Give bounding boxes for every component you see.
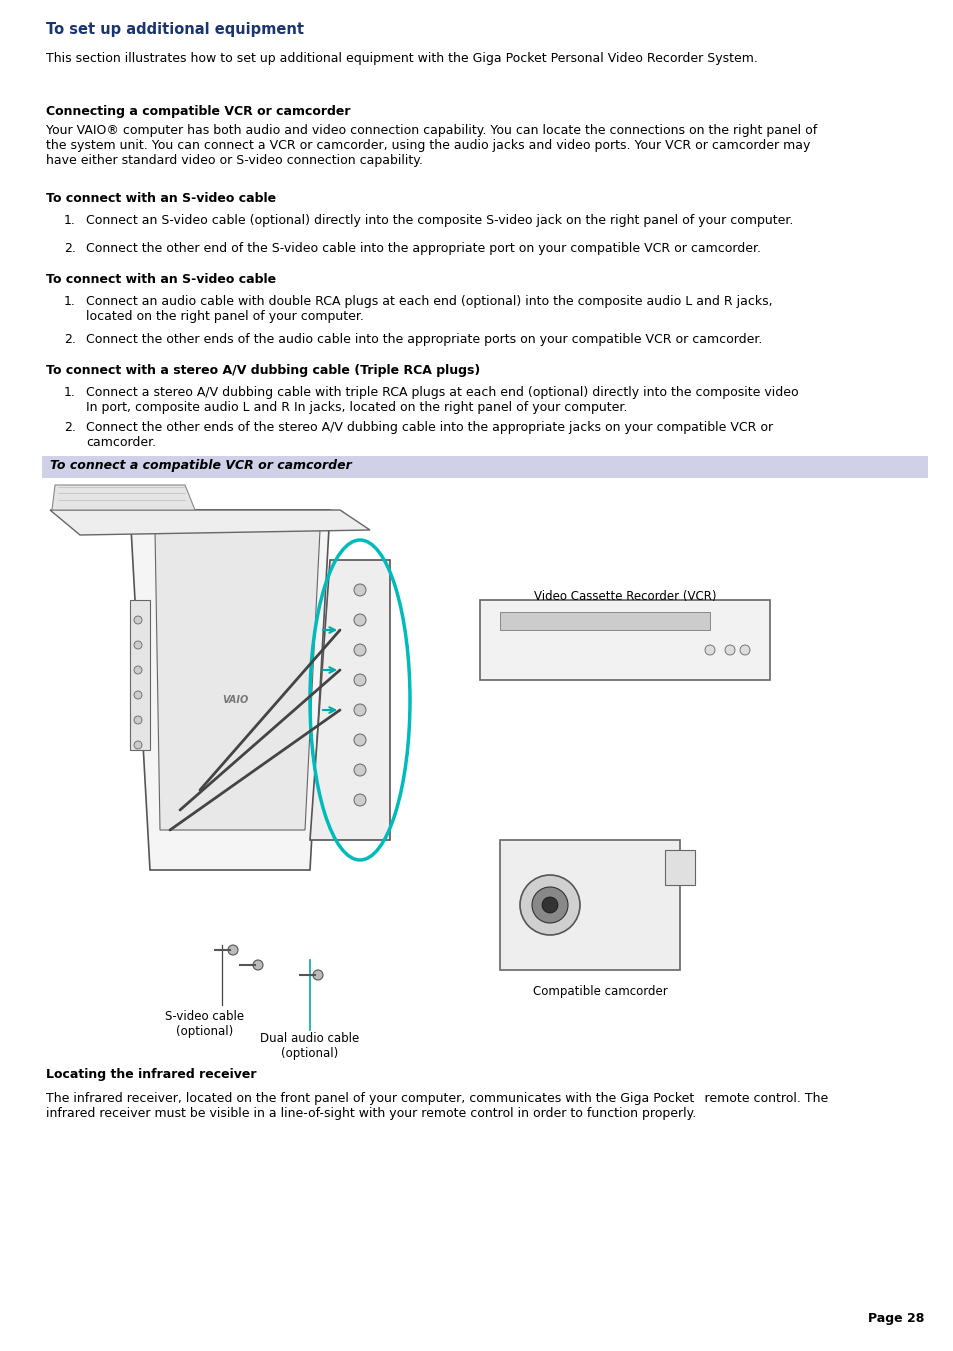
Circle shape: [354, 734, 366, 746]
Text: Locating the infrared receiver: Locating the infrared receiver: [46, 1069, 256, 1081]
Polygon shape: [52, 485, 194, 509]
Bar: [499, 612, 709, 630]
Bar: [479, 600, 769, 680]
Polygon shape: [130, 509, 330, 870]
Circle shape: [519, 875, 579, 935]
Text: Connect an S-video cable (optional) directly into the composite S-video jack on : Connect an S-video cable (optional) dire…: [86, 213, 793, 227]
Circle shape: [133, 640, 142, 648]
Circle shape: [354, 584, 366, 596]
Bar: [499, 840, 679, 970]
Circle shape: [354, 674, 366, 686]
Circle shape: [313, 970, 323, 979]
Circle shape: [133, 690, 142, 698]
Text: VAIO: VAIO: [222, 694, 248, 705]
Circle shape: [133, 616, 142, 624]
Text: Video Cassette Recorder (VCR): Video Cassette Recorder (VCR): [533, 590, 716, 603]
Polygon shape: [50, 509, 370, 535]
Text: Connect the other end of the S-video cable into the appropriate port on your com: Connect the other end of the S-video cab…: [86, 242, 760, 255]
Text: Connect a stereo A/V dubbing cable with triple RCA plugs at each end (optional) : Connect a stereo A/V dubbing cable with …: [86, 386, 798, 413]
Text: 1.: 1.: [64, 295, 76, 308]
Circle shape: [133, 666, 142, 674]
Circle shape: [532, 888, 567, 923]
Text: The infrared receiver, located on the front panel of your computer, communicates: The infrared receiver, located on the fr…: [46, 1092, 827, 1120]
Text: 1.: 1.: [64, 213, 76, 227]
Text: Connect the other ends of the stereo A/V dubbing cable into the appropriate jack: Connect the other ends of the stereo A/V…: [86, 422, 772, 449]
Circle shape: [541, 897, 558, 913]
Text: S-video cable
(optional): S-video cable (optional): [165, 1011, 244, 1038]
Polygon shape: [130, 600, 150, 750]
Text: 2.: 2.: [64, 422, 76, 434]
Bar: [42, 457, 927, 478]
Circle shape: [228, 944, 237, 955]
Circle shape: [354, 613, 366, 626]
Circle shape: [253, 961, 263, 970]
Text: To connect with an S-video cable: To connect with an S-video cable: [46, 192, 275, 205]
Circle shape: [354, 644, 366, 657]
Circle shape: [354, 704, 366, 716]
Text: To connect a compatible VCR or camcorder: To connect a compatible VCR or camcorder: [50, 459, 352, 471]
Text: 2.: 2.: [64, 332, 76, 346]
Text: Compatible camcorder: Compatible camcorder: [532, 985, 667, 998]
Text: Connect the other ends of the audio cable into the appropriate ports on your com: Connect the other ends of the audio cabl…: [86, 332, 761, 346]
Text: 2.: 2.: [64, 242, 76, 255]
Text: To connect with an S-video cable: To connect with an S-video cable: [46, 273, 275, 286]
Circle shape: [740, 644, 749, 655]
Bar: [664, 850, 695, 885]
Circle shape: [133, 716, 142, 724]
Text: This section illustrates how to set up additional equipment with the Giga Pocket: This section illustrates how to set up a…: [46, 51, 757, 65]
Text: To set up additional equipment: To set up additional equipment: [46, 22, 304, 36]
Text: Page 28: Page 28: [866, 1312, 923, 1325]
Circle shape: [354, 765, 366, 775]
Polygon shape: [154, 530, 319, 830]
Circle shape: [354, 794, 366, 807]
Text: Your VAIO® computer has both audio and video connection capability. You can loca: Your VAIO® computer has both audio and v…: [46, 124, 817, 168]
Circle shape: [724, 644, 734, 655]
Text: 1.: 1.: [64, 386, 76, 399]
Polygon shape: [310, 561, 390, 840]
Circle shape: [704, 644, 714, 655]
Text: To connect with a stereo A/V dubbing cable (Triple RCA plugs): To connect with a stereo A/V dubbing cab…: [46, 363, 479, 377]
Circle shape: [133, 740, 142, 748]
Text: Connecting a compatible VCR or camcorder: Connecting a compatible VCR or camcorder: [46, 105, 350, 118]
Text: Connect an audio cable with double RCA plugs at each end (optional) into the com: Connect an audio cable with double RCA p…: [86, 295, 772, 323]
Text: Dual audio cable
(optional): Dual audio cable (optional): [260, 1032, 359, 1061]
